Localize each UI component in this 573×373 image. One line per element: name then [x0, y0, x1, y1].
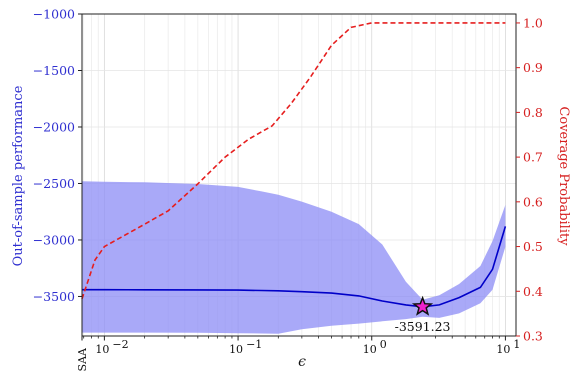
y-left-tick-label: −1500 [33, 63, 75, 78]
y-right-tick-label: 0.6 [523, 194, 543, 209]
line-layer [81, 22, 507, 308]
x-tick-label: 10 [496, 343, 510, 356]
y-left-tick-label: −2500 [33, 176, 75, 191]
x-tick-exponent: −2 [112, 338, 128, 351]
y-axis-right-label: Coverage Probability [556, 106, 571, 246]
y-right-tick-label: 0.5 [523, 239, 543, 254]
x-tick-exponent: −1 [246, 338, 262, 351]
x-tick-label: 10 [95, 343, 109, 356]
y-axis-left-label: Out-of-sample performance [11, 85, 26, 266]
x-tick-label: 10 [363, 343, 377, 356]
y-right-tick-label: 1.0 [523, 15, 543, 30]
plot-frame [81, 13, 517, 337]
x-tick-label-saa: SAA [76, 347, 89, 371]
y-right-tick-label: 0.8 [523, 105, 543, 120]
y-right-tick-label: 0.9 [523, 60, 543, 75]
y-left-tick-label: −3000 [33, 232, 75, 247]
band-layer [82, 181, 506, 334]
y-right-tick-label: 0.3 [523, 329, 543, 344]
x-tick-exponent: 0 [380, 338, 387, 351]
y-right-tick-label: 0.4 [523, 284, 543, 299]
x-tick-exponent: 1 [513, 338, 520, 351]
y-left-tick-label: −1000 [33, 7, 75, 22]
optimum-value-label: -3591.23 [395, 319, 451, 334]
coverage-line-series-2 [81, 22, 506, 300]
y-left-tick-label: −3500 [33, 289, 75, 304]
y-right-tick-label: 0.7 [523, 150, 543, 165]
x-tick-label: 10 [229, 343, 243, 356]
x-axis-label: ϵ [298, 354, 306, 370]
performance-band-series-1 [82, 181, 506, 334]
axes-layer: −1000 −1500 −2000 −2500 −3000 −3500 0.3 0.4 0.5 0… [33, 7, 543, 372]
y-left-tick-label: −2000 [33, 119, 75, 134]
optimum-star-marker [411, 295, 434, 316]
performance-line-series-0 [82, 226, 507, 308]
annotation-layer: -3591.23 [395, 295, 451, 334]
